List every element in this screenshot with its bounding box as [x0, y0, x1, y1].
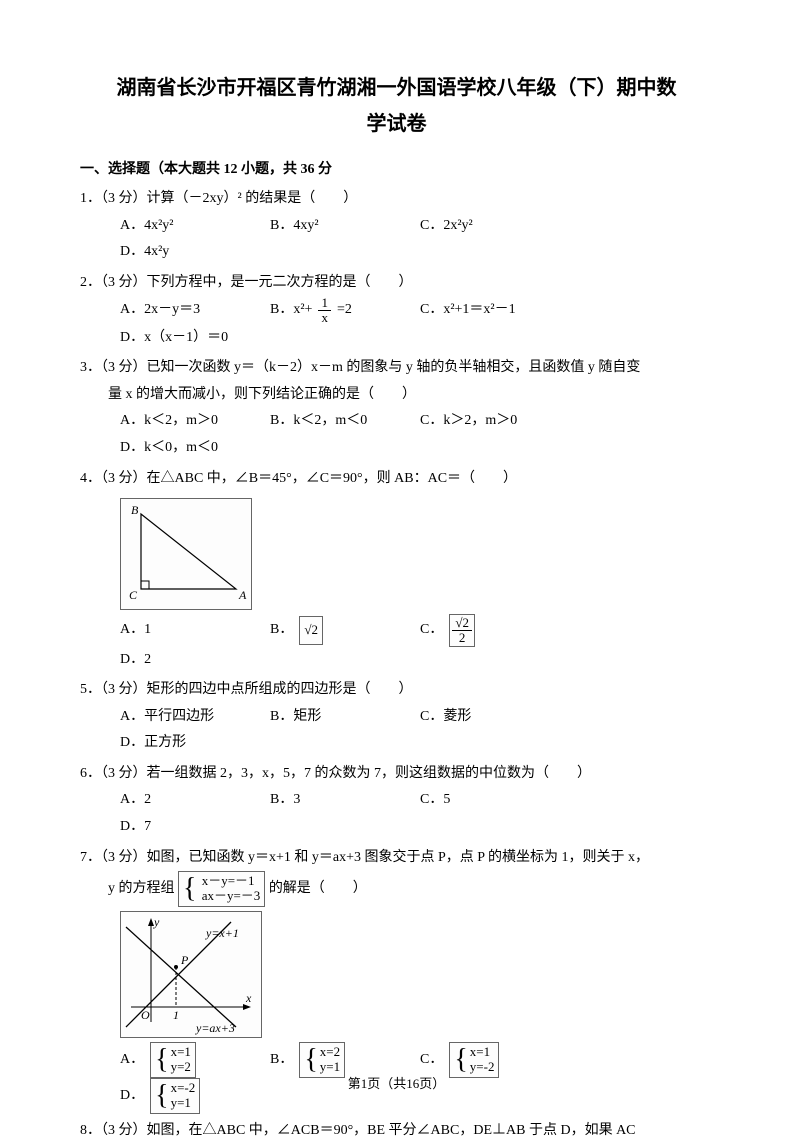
q7-stem: 7．（3 分）如图，已知函数 y＝x+1 和 y＝ax+3 图象交于点 P，点 … — [80, 845, 713, 872]
q6-stem: 6．（3 分）若一组数据 2，3，x，5，7 的众数为 7，则这组数据的中位数为… — [80, 761, 713, 788]
brace-icon: { — [183, 882, 196, 896]
q6-option-D: D．7 — [120, 814, 270, 841]
tri-label-B: B — [131, 503, 139, 517]
q7-D-l2: y=1 — [171, 1096, 196, 1111]
q1-option-D: D．4x²y — [120, 239, 270, 266]
exam-page: 湖南省长沙市开福区青竹湖湘一外国语学校八年级（下）期中数 学试卷 一、选择题（本… — [0, 0, 793, 1122]
q4-C-den: 2 — [452, 631, 472, 645]
q3-option-D: D．k＜0，m＜0 — [120, 435, 270, 462]
q6-option-B: B．3 — [270, 787, 420, 814]
q6-option-C: C．5 — [420, 787, 570, 814]
q2-option-B: B．x²+ 1 x =2 — [270, 296, 420, 324]
question-4: 4．（3 分）在△ABC 中，∠B＝45°，∠C＝90°，则 AB：AC＝（ ）… — [80, 466, 713, 673]
q5-option-B: B．矩形 — [270, 704, 420, 731]
q4-C-fraction: √2 2 — [449, 614, 475, 646]
section-header-1: 一、选择题（本大题共 12 小题，共 36 分 — [80, 158, 713, 178]
graph-y: y — [153, 915, 160, 929]
question-5: 5．（3 分）矩形的四边中点所组成的四边形是（ ） A．平行四边形 B．矩形 C… — [80, 677, 713, 757]
q2-B-den: x — [318, 311, 331, 325]
graph-P: P — [180, 953, 189, 967]
q2-B-num: 1 — [318, 296, 331, 311]
graph-x: x — [245, 991, 252, 1005]
q3-stem: 3．（3 分）已知一次函数 y＝（k－2）x－m 的图象与 y 轴的负半轴相交，… — [80, 355, 713, 382]
q4-B-pre: B． — [270, 617, 293, 644]
q1-option-C: C．2x²y² — [420, 213, 570, 240]
q2-option-C: C．x²+1＝x²－1 — [420, 296, 570, 324]
q7-sys-l1: x－y=－1 — [202, 874, 261, 889]
q2-B-pre: B．x²+ — [270, 297, 312, 324]
q5-option-C: C．菱形 — [420, 704, 570, 731]
question-3: 3．（3 分）已知一次函数 y＝（k－2）x－m 的图象与 y 轴的负半轴相交，… — [80, 355, 713, 461]
question-2: 2．（3 分）下列方程中，是一元二次方程的是（ ） A．2x－y＝3 B．x²+… — [80, 270, 713, 351]
q7-C-l1: x=1 — [470, 1045, 495, 1060]
q3-cont: 量 x 的增大而减小，则下列结论正确的是（ ） — [108, 382, 713, 409]
q5-options: A．平行四边形 B．矩形 C．菱形 D．正方形 — [120, 704, 713, 757]
q7-cont: y 的方程组 { x－y=－1 ax－y=－3 的解是（ ） — [108, 871, 713, 907]
q4-stem: 4．（3 分）在△ABC 中，∠B＝45°，∠C＝90°，则 AB：AC＝（ ） — [80, 466, 713, 493]
q4-C-pre: C． — [420, 617, 443, 644]
q3-option-B: B．k＜2，m＜0 — [270, 408, 420, 435]
q1-option-B: B．4xy² — [270, 213, 420, 240]
q5-stem: 5．（3 分）矩形的四边中点所组成的四边形是（ ） — [80, 677, 713, 704]
brace-icon: { — [454, 1053, 467, 1067]
q6-options: A．2 B．3 C．5 D．7 — [120, 787, 713, 840]
title-line2: 学试卷 — [80, 106, 713, 142]
graph-1: 1 — [173, 1008, 179, 1022]
q4-option-D: D．2 — [120, 647, 270, 674]
q5-option-D: D．正方形 — [120, 730, 270, 757]
q7-figure-graph: y x O 1 P y=x+1 y=ax+3 — [120, 911, 262, 1038]
q4-B-sqrt: √2 — [299, 616, 323, 645]
q7-system: { x－y=－1 ax－y=－3 — [178, 871, 265, 907]
question-6: 6．（3 分）若一组数据 2，3，x，5，7 的众数为 7，则这组数据的中位数为… — [80, 761, 713, 841]
q4-option-A: A．1 — [120, 614, 270, 646]
q1-stem: 1．（3 分）计算（－2xy）² 的结果是（ ） — [80, 186, 713, 213]
q2-option-A: A．2x－y＝3 — [120, 296, 270, 324]
q5-option-A: A．平行四边形 — [120, 704, 270, 731]
tri-label-C: C — [129, 588, 138, 602]
q4-C-num: √2 — [452, 616, 472, 631]
q1-option-A: A．4x²y² — [120, 213, 270, 240]
brace-icon: { — [155, 1053, 168, 1067]
q1-options: A．4x²y² B．4xy² C．2x²y² D．4x²y — [120, 213, 713, 266]
q4-option-B: B． √2 — [270, 614, 420, 646]
q7-cont-pre: y 的方程组 — [108, 881, 175, 896]
question-1: 1．（3 分）计算（－2xy）² 的结果是（ ） A．4x²y² B．4xy² … — [80, 186, 713, 266]
q3-option-C: C．k＞2，m＞0 — [420, 408, 570, 435]
page-title: 湖南省长沙市开福区青竹湖湘一外国语学校八年级（下）期中数 学试卷 — [80, 70, 713, 142]
q4-options: A．1 B． √2 C． √2 2 D．2 — [120, 614, 713, 673]
q7-A-l1: x=1 — [171, 1045, 191, 1060]
q4-option-C: C． √2 2 — [420, 614, 570, 646]
q4-figure-triangle: B C A — [120, 498, 252, 610]
tri-label-A: A — [238, 588, 247, 602]
q2-option-D: D．x（x－1）＝0 — [120, 325, 270, 352]
q7-cont-post: 的解是（ ） — [269, 881, 367, 896]
graph-l2: y=ax+3 — [195, 1021, 235, 1035]
page-footer: 第1页（共16页） — [0, 1073, 793, 1092]
q2-B-fraction: 1 x — [318, 296, 331, 324]
q3-option-A: A．k＜2，m＞0 — [120, 408, 270, 435]
q7-B-l1: x=2 — [320, 1045, 340, 1060]
graph-O: O — [141, 1008, 150, 1022]
brace-icon: { — [304, 1053, 317, 1067]
triangle-svg: B C A — [121, 499, 251, 609]
q7-sys-l2: ax－y=－3 — [202, 889, 261, 904]
graph-svg: y x O 1 P y=x+1 y=ax+3 — [121, 912, 261, 1037]
q6-option-A: A．2 — [120, 787, 270, 814]
q3-options: A．k＜2，m＞0 B．k＜2，m＜0 C．k＞2，m＞0 D．k＜0，m＜0 — [120, 408, 713, 461]
graph-l1: y=x+1 — [205, 926, 239, 940]
q2-B-post: =2 — [337, 297, 352, 324]
q2-options: A．2x－y＝3 B．x²+ 1 x =2 C．x²+1＝x²－1 D．x（x－… — [120, 296, 713, 351]
q2-stem: 2．（3 分）下列方程中，是一元二次方程的是（ ） — [80, 270, 713, 297]
title-line1: 湖南省长沙市开福区青竹湖湘一外国语学校八年级（下）期中数 — [80, 70, 713, 106]
